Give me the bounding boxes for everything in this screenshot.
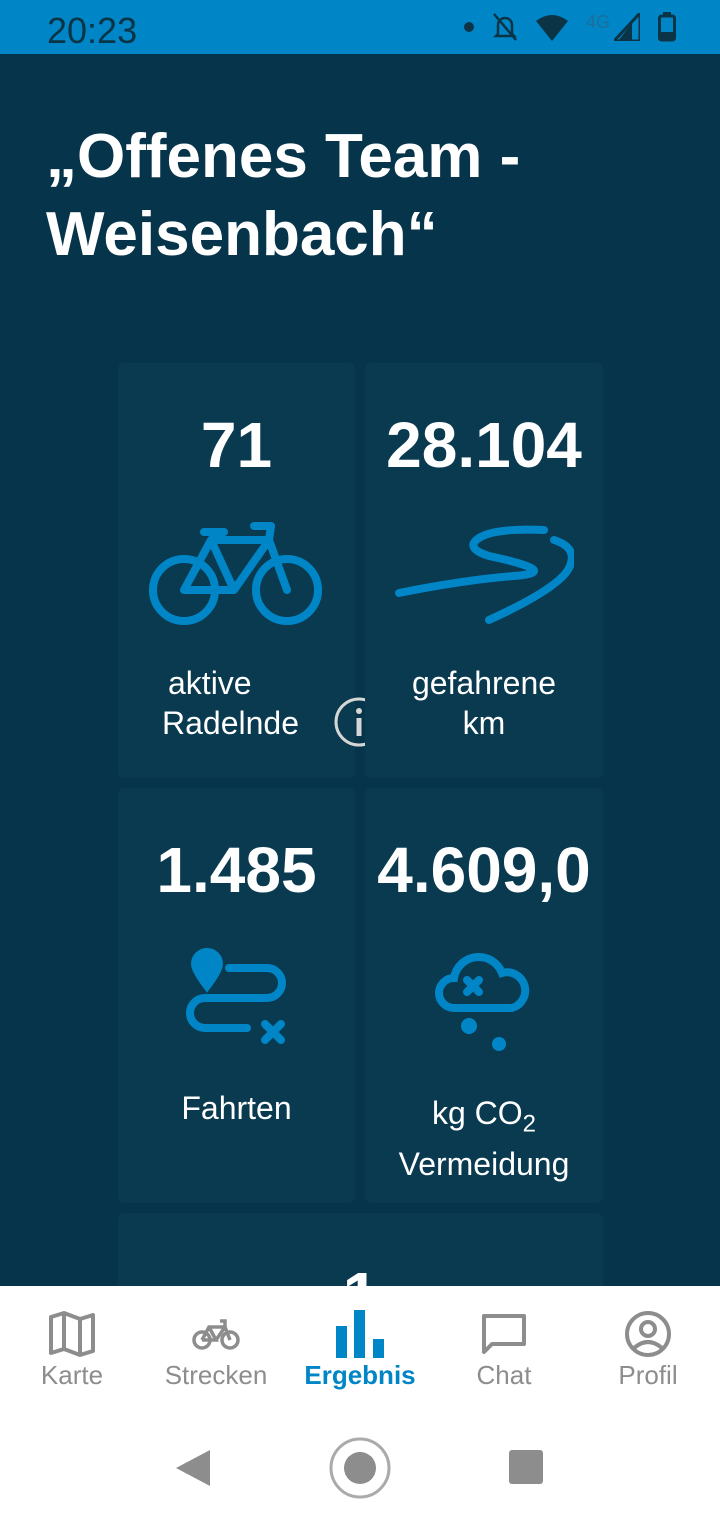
stat-value: 71: [200, 409, 273, 481]
road-icon: [395, 525, 574, 624]
bell-off-icon: [492, 13, 518, 41]
bicycle-icon: [149, 522, 322, 625]
signal-icon: [614, 13, 640, 41]
stat-card-distance: 28.104 gefahrene km: [365, 363, 603, 778]
stat-label: aktive: [168, 665, 252, 701]
cloud-co2-icon: [435, 953, 530, 1051]
4g-icon: 4G: [585, 11, 610, 32]
home-icon[interactable]: [328, 1436, 392, 1500]
stat-label-2: km: [462, 705, 506, 741]
nav-strecken[interactable]: Strecken: [144, 1286, 288, 1410]
nav-chat[interactable]: Chat: [432, 1286, 576, 1410]
nav-label: Karte: [40, 1360, 104, 1390]
bar-chart-icon: [336, 1310, 384, 1358]
system-nav-bar: [0, 1410, 720, 1520]
status-bar: 20:23 4G: [0, 0, 720, 54]
stat-card-co2: 4.609,0 kg CO2 Vermeidung: [365, 788, 603, 1203]
chat-icon: [482, 1314, 526, 1354]
battery-icon: [658, 12, 676, 42]
profile-icon: [625, 1311, 671, 1357]
route-icon: [185, 948, 286, 1044]
page-title: „Offenes Team - Weisenbach“: [46, 122, 521, 269]
stat-card-trips: 1.485 Fahrten: [118, 788, 355, 1203]
nav-label: Profil: [618, 1360, 678, 1390]
back-icon[interactable]: [176, 1450, 210, 1486]
nav-label: Strecken: [164, 1360, 268, 1390]
notification-dot-icon: [463, 22, 474, 32]
stat-label: Fahrten: [181, 1090, 292, 1126]
stat-value: 4.609,0: [377, 834, 591, 906]
nav-karte[interactable]: Karte: [0, 1286, 144, 1410]
clock: 20:23: [47, 10, 138, 51]
nav-profil[interactable]: Profil: [576, 1286, 720, 1410]
map-icon: [49, 1311, 95, 1357]
wifi-icon: [535, 15, 568, 41]
stat-label-2: Radelnde: [162, 705, 299, 741]
stat-value: 28.104: [386, 409, 582, 481]
stat-card-active-cyclists: 71 aktive Radelnde: [118, 363, 355, 778]
stat-label: gefahrene: [411, 665, 557, 701]
bicycle-icon: [192, 1319, 240, 1350]
stat-label-2: Vermeidung: [398, 1146, 570, 1183]
bottom-nav: Karte Strecken Ergebnis Chat Profil: [0, 1286, 720, 1410]
stat-value: 1.485: [156, 834, 317, 906]
stat-label: kg CO2: [431, 1095, 537, 1138]
recents-icon[interactable]: [509, 1450, 543, 1484]
nav-label: Ergebnis: [304, 1360, 416, 1390]
nav-label: Chat: [476, 1360, 532, 1390]
nav-ergebnis[interactable]: Ergebnis: [288, 1286, 432, 1410]
